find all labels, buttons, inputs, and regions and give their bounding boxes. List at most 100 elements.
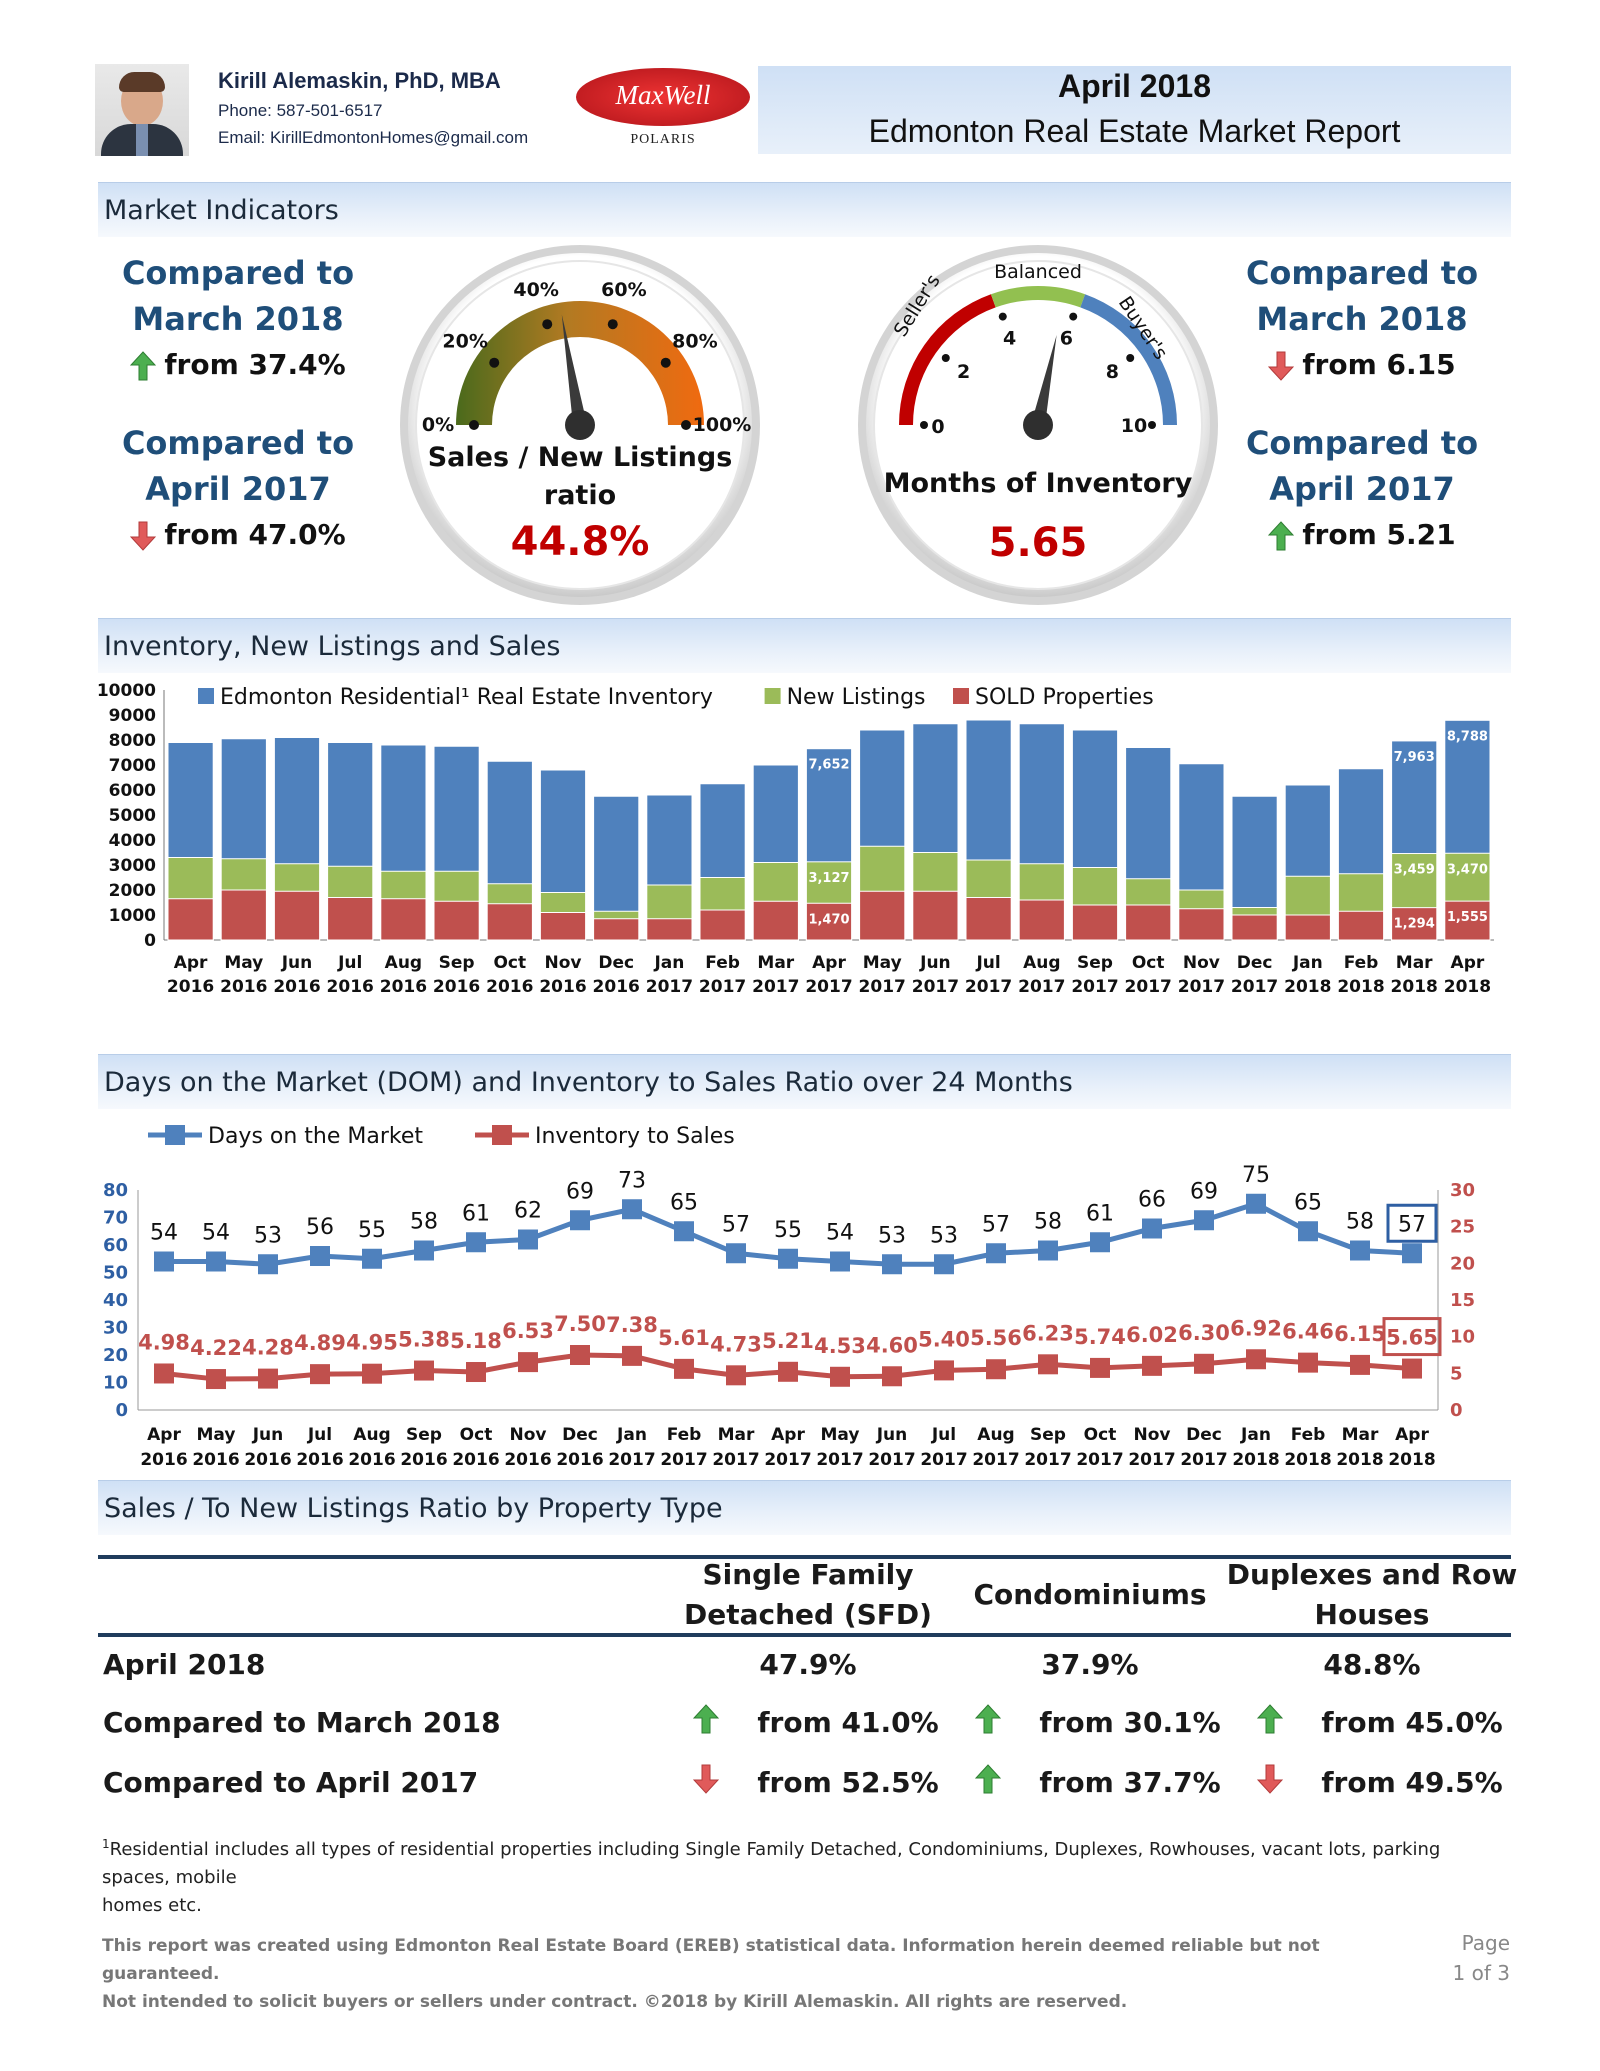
buyers-zone-arc [1080,294,1177,426]
inv-sales-point [1350,1354,1370,1375]
inv-sales-value-label: 5.65 [1386,1326,1438,1350]
sold-bar [1391,907,1438,941]
sold-bar [805,902,853,941]
header-line: Condominiums [973,1578,1207,1611]
x-tick-month: May [197,1425,236,1445]
table-arrow [1257,1764,1291,1794]
sold-bar [859,890,906,941]
x-tick-year: 2017 [608,1450,655,1470]
sold-bar [273,890,321,941]
x-tick-year: 2016 [556,1450,603,1470]
inv-sales-value-label: 5.74 [1074,1325,1126,1349]
footnote: 1Residential includes all types of resid… [102,1830,1512,1920]
dom-value-label: 61 [462,1201,490,1226]
compare-change: from 6.15 [1232,342,1492,388]
up-arrow-icon [693,1704,719,1734]
dom-point [414,1240,434,1261]
compare-line2: March 2018 [1256,300,1468,338]
bar-data-label: 3,459 [1394,863,1435,878]
x-tick-year: 2017 [912,977,959,997]
table-cell: 48.8% [1323,1648,1421,1681]
inventory-bar-chart: 0 1000 2000 3000 4000 5000 6000 7000 8000 9000 100… [98,681,1494,997]
x-tick-month: Aug [353,1425,390,1445]
compare-from: from 47.0% [164,518,346,551]
inv-sales-value-label: 4.73 [710,1332,762,1356]
page-label: Page [1461,1931,1510,1955]
header-line: Houses [1314,1598,1430,1631]
inv-sales-point [1194,1353,1214,1374]
right-y-tick-label: 15 [1450,1290,1475,1311]
legend-swatch [764,688,781,704]
page-number: 1 of 3 [1452,1961,1510,1985]
dom-value-label: 53 [930,1223,958,1248]
x-tick-year: 2016 [380,977,427,997]
gauge-tick-label: 0 [931,416,944,438]
header-line: Detached (SFD) [684,1598,932,1631]
sold-bar [593,918,640,941]
sold-bar [167,898,214,941]
compare-change: from 47.0% [108,512,368,558]
bar-data-label: 1,470 [808,912,849,927]
inv-sales-point [362,1363,382,1384]
x-tick-year: 2018 [1444,977,1491,997]
logo-text: MaxWell [615,80,711,110]
table-arrow [975,1704,1009,1734]
footer-disclaimer: This report was created using Edmonton R… [102,1932,1352,2016]
dom-point [1038,1240,1058,1261]
table-arrow [693,1764,727,1794]
sold-bar [539,912,587,941]
x-tick-year: 2017 [660,1450,707,1470]
down-arrow-icon [1268,351,1295,381]
gauge-tick-label: 60% [601,279,646,301]
inv-sales-point [1402,1358,1422,1379]
x-tick-month: Jan [616,1425,647,1445]
compare-block: Compared to April 2017 from 5.21 [1232,420,1492,558]
footer-line1: This report was created using Edmonton R… [102,1936,1320,1984]
gauge-tick-dot [1126,353,1135,362]
header-line: Single Family [702,1558,914,1591]
gauge-tick-label: 4 [1003,328,1016,350]
x-tick-year: 2017 [1076,1450,1123,1470]
gauge-hub [565,410,595,440]
inv-sales-value-label: 4.98 [138,1330,190,1354]
y-tick-label: 2000 [109,881,156,901]
table-cell: 37.9% [1041,1648,1139,1681]
x-tick-month: Apr [147,1425,181,1445]
compare-block: Compared to April 2017 from 47.0% [108,420,368,558]
gauge-tick-dot [1069,312,1078,321]
x-tick-month: Oct [460,1425,493,1445]
down-arrow-icon [130,521,157,551]
table-row-label: April 2018 [103,1648,266,1681]
table-arrow [1257,1704,1291,1734]
sold-bar [699,909,746,941]
inv-sales-point [674,1358,694,1379]
x-tick-month: Jun [919,953,951,973]
left-y-tick-label: 30 [103,1318,128,1339]
sold-bar [433,900,480,941]
gauge-tick-dot [660,357,671,368]
x-tick-month: Jul [975,953,1000,973]
dom-value-label: 65 [1294,1190,1322,1215]
table-cell: from 30.1% [1039,1706,1221,1739]
compare-line2: April 2017 [145,470,331,508]
gauge-tick-label: 6 [1060,328,1073,350]
legend-label: Days on the Market [208,1124,423,1149]
sold-bar [1284,914,1331,941]
dom-point [986,1243,1006,1264]
table-column-header: Duplexes and Row Houses [1222,1555,1522,1635]
inv-sales-point [518,1352,538,1373]
compare-line1: Compared to [121,254,355,292]
x-tick-year: 2017 [712,1450,759,1470]
dom-value-label: 69 [566,1179,594,1204]
gauge-tick-dot [920,421,928,429]
inv-sales-point [466,1362,486,1383]
left-y-tick-label: 10 [103,1373,128,1394]
x-tick-year: 2017 [972,1450,1019,1470]
section-ratio: Sales / To New Listings Ratio by Propert… [98,1480,1511,1535]
x-tick-month: Apr [771,1425,805,1445]
sold-bar [220,889,267,941]
compare-from: from 5.21 [1302,518,1456,551]
gauge-arc [456,301,704,425]
dom-value-label: 57 [1398,1212,1426,1237]
section-market-indicators: Market Indicators [98,182,1511,237]
